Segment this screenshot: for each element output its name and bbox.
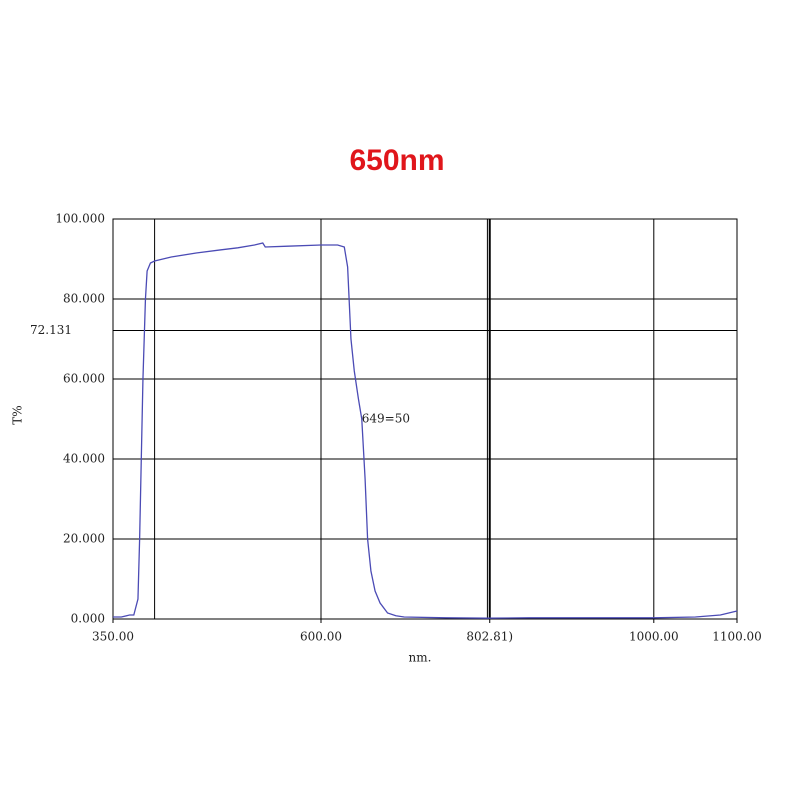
x-tick-label: 802.81) [466, 630, 513, 644]
y-axis-label: T% [11, 405, 25, 424]
x-tick-label: 1100.00 [712, 630, 762, 644]
y-tick-label: 40.000 [63, 452, 105, 466]
x-tick-label: 600.00 [300, 630, 342, 644]
plot-frame [112, 218, 738, 620]
y-tick-label: 60.000 [63, 372, 105, 386]
y-tick-label: 80.000 [63, 292, 105, 306]
y-tick-label: 100.000 [55, 212, 105, 226]
data-line [113, 242, 738, 619]
annotation: 649=50 [362, 412, 410, 426]
x-axis-label: nm. [409, 651, 432, 665]
marker-label: 72.131 [30, 323, 72, 337]
y-tick-label: 20.000 [63, 532, 105, 546]
chart-title: 650nm [349, 144, 444, 177]
y-tick-label: 0.000 [71, 612, 105, 626]
x-tick-label: 1000.00 [629, 630, 679, 644]
x-tick-label: 350.00 [92, 630, 134, 644]
